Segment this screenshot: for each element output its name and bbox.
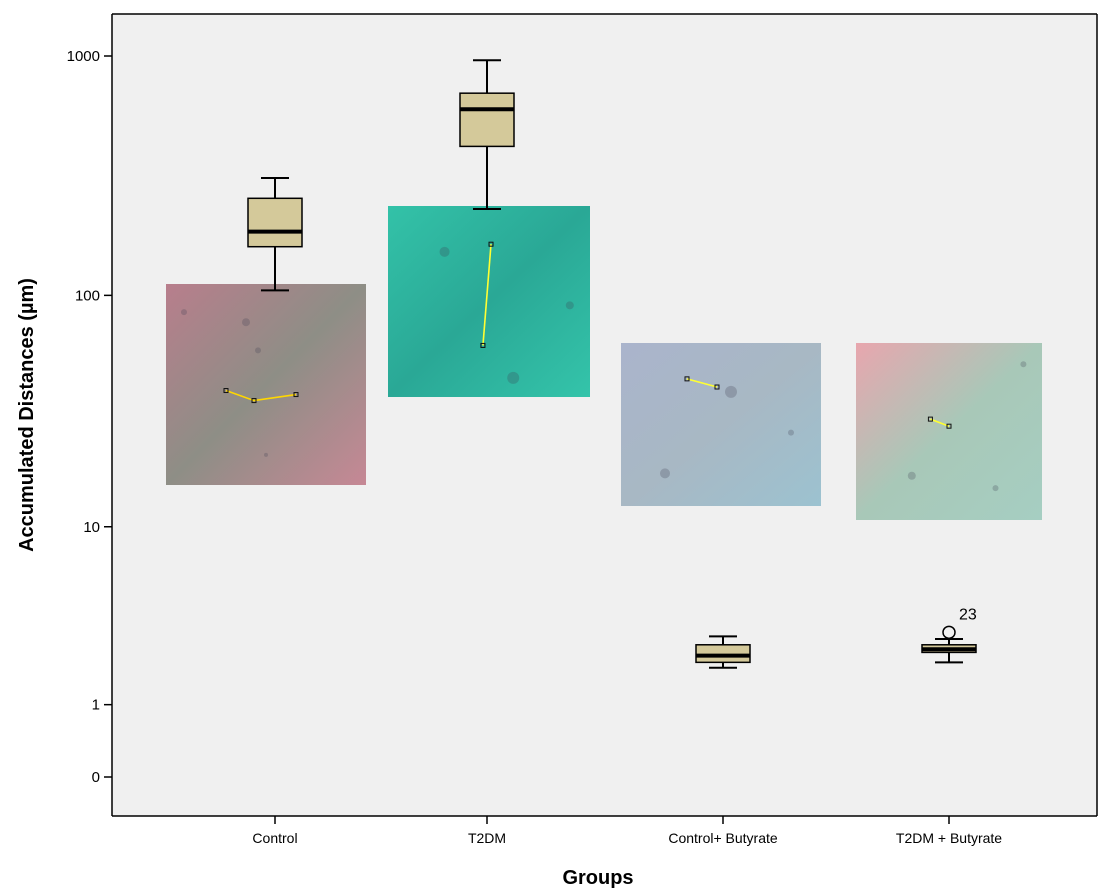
x-axis-title: Groups bbox=[562, 867, 633, 889]
inset-cell-speck bbox=[725, 385, 737, 398]
x-tick-label: T2DM bbox=[468, 830, 506, 846]
inset-cell-speck bbox=[242, 318, 250, 327]
inset-cell-speck bbox=[565, 301, 574, 310]
inset-track-point bbox=[927, 416, 933, 422]
inset-cell-speck bbox=[181, 309, 187, 316]
box-t2dm bbox=[459, 59, 515, 211]
outlier-label: 23 bbox=[959, 606, 977, 623]
inset-track-point bbox=[714, 384, 720, 390]
inset-track-point bbox=[223, 388, 229, 394]
inset-track-line bbox=[482, 244, 492, 346]
inset-track-line bbox=[686, 378, 718, 388]
interquartile-box bbox=[247, 197, 303, 248]
y-tick-label: 10 bbox=[83, 519, 100, 536]
y-axis-ticks: 0 1 10 100 1000 bbox=[67, 48, 112, 786]
y-axis-title: Accumulated Distances (µm) bbox=[16, 278, 38, 552]
inset-cell-speck bbox=[507, 371, 520, 384]
inset-image-background bbox=[166, 284, 366, 485]
inset-cell-speck bbox=[255, 347, 261, 354]
x-tick-label: Control+ Butyrate bbox=[668, 830, 778, 846]
box-t2dm-butyrate: 23 bbox=[921, 606, 977, 664]
outlier-point bbox=[942, 625, 956, 640]
inset-image-background bbox=[388, 206, 590, 397]
y-tick-label: 1 bbox=[92, 697, 100, 714]
box-series: 23 bbox=[247, 59, 977, 669]
inset-image-background bbox=[856, 343, 1042, 520]
inset-microscopy-image bbox=[166, 284, 366, 485]
inset-track-point bbox=[946, 423, 952, 429]
inset-microscopy-image bbox=[856, 343, 1042, 520]
inset-cell-speck bbox=[788, 429, 794, 436]
inset-track-point bbox=[293, 392, 299, 398]
x-tick-label: Control bbox=[252, 830, 297, 846]
inset-cell-speck bbox=[907, 471, 916, 480]
inset-track-line bbox=[225, 389, 297, 402]
inset-cell-speck bbox=[1020, 361, 1027, 368]
box-control-butyrate bbox=[695, 635, 751, 669]
inset-microscopy-image bbox=[388, 206, 590, 397]
inset-track-line bbox=[930, 418, 950, 427]
inset-cell-speck bbox=[660, 468, 670, 479]
inset-cell-speck bbox=[439, 246, 450, 257]
inset-microscopy-image bbox=[621, 343, 821, 506]
x-axis-ticks: Control T2DM Control+ Butyrate T2DM + Butyr… bbox=[252, 816, 1002, 846]
y-tick-label: 100 bbox=[75, 287, 100, 304]
inset-cell-speck bbox=[264, 452, 268, 457]
interquartile-box bbox=[459, 92, 515, 148]
interquartile-box bbox=[695, 644, 751, 664]
inset-images bbox=[166, 206, 1042, 520]
inset-track-point bbox=[251, 398, 257, 404]
y-tick-label: 0 bbox=[92, 769, 100, 786]
inset-image-background bbox=[621, 343, 821, 506]
inset-track-point bbox=[480, 342, 486, 348]
inset-track-point bbox=[488, 241, 494, 247]
box-control bbox=[247, 176, 303, 292]
inset-cell-speck bbox=[992, 485, 999, 492]
y-tick-label: 1000 bbox=[67, 48, 100, 65]
x-tick-label: T2DM + Butyrate bbox=[896, 830, 1002, 846]
inset-track-point bbox=[684, 376, 690, 382]
